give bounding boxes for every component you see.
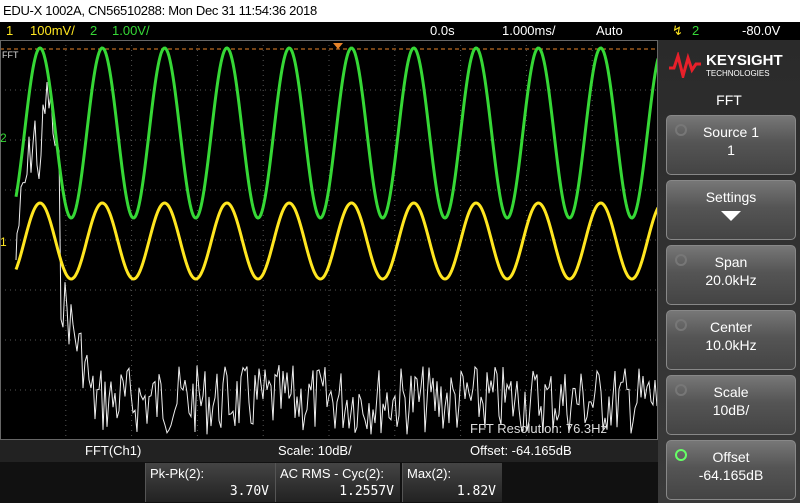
softkey-menu: KEYSIGHT TECHNOLOGIES FFT Source 1 1 Setti…: [658, 40, 800, 503]
measurement-value: 3.70V: [229, 484, 269, 499]
softkey[interactable]: Span 20.0kHz: [666, 245, 796, 305]
softkey[interactable]: Offset -64.165dB: [666, 440, 796, 500]
time-delay: 0.0s: [430, 23, 455, 38]
softkey-label: Source 1: [702, 124, 760, 140]
status-bar: 1 100mV/ 2 1.00V/ 0.0s 1.000ms/ Auto ↯ 2…: [0, 22, 800, 40]
softkey[interactable]: Settings: [666, 180, 796, 240]
softkey-value: 1: [727, 142, 735, 158]
trigger-source: 2: [692, 23, 700, 38]
softkey-value: 20.0kHz: [705, 272, 757, 288]
fft-scale: Scale: 10dB/: [278, 443, 352, 458]
brand-sub: TECHNOLOGIES: [706, 69, 770, 78]
logo-mark: [669, 52, 701, 78]
title-bar: EDU-X 1002A, CN56510288: Mon Dec 31 11:5…: [0, 0, 800, 22]
fft-status-bar: FFT(Ch1) Scale: 10dB/ Offset: -64.165dB: [0, 440, 658, 462]
measurement-label: AC RMS - Cyc(2):: [280, 466, 384, 481]
softkey-icon: [675, 254, 687, 266]
screen-border: [0, 40, 658, 440]
trigger-level: -80.0V: [742, 23, 781, 38]
measurements: Pk-Pk(2): 3.70V AC RMS - Cyc(2): 1.2557V Max…: [0, 462, 658, 503]
menu-title: FFT: [716, 92, 742, 108]
measurement-label: Pk-Pk(2):: [150, 466, 205, 481]
softkey-value: 10dB/: [712, 402, 750, 418]
ch1-waveform: [14, 201, 658, 281]
softkey-icon: [675, 384, 687, 396]
measurement-value: 1.82V: [456, 484, 496, 499]
softkey-icon: [675, 124, 687, 136]
softkey-label: Span: [714, 254, 748, 270]
softkey-icon: [675, 319, 687, 331]
softkey-value: 10.0kHz: [705, 337, 757, 353]
measurement: Pk-Pk(2): 3.70V: [145, 463, 275, 502]
softkey-arrow: [721, 211, 741, 221]
fft-label: FFT: [2, 50, 19, 60]
ch1-label: 1: [6, 23, 14, 38]
trigger-pos: [333, 43, 343, 49]
waveform-display: FFT 2 1 FFT Resolution: 76.3Hz: [0, 40, 658, 440]
measurement-label: Max(2):: [407, 466, 452, 481]
fft-resolution: FFT Resolution: 76.3Hz: [470, 421, 607, 436]
trigger-mode: Auto: [596, 23, 623, 38]
ch1-scale: 100mV/: [30, 23, 75, 38]
softkey-label: Offset: [712, 449, 750, 465]
brand: KEYSIGHT: [706, 52, 783, 69]
softkey-label: Center: [709, 319, 753, 335]
measurement-value: 1.2557V: [339, 484, 394, 499]
ch2-scale: 1.00V/: [112, 23, 150, 38]
softkey-icon: [675, 449, 687, 461]
fft-offset: Offset: -64.165dB: [470, 443, 572, 458]
softkey[interactable]: Center 10.0kHz: [666, 310, 796, 370]
ch2-label: 2: [90, 23, 98, 38]
ch1-marker: 1: [0, 235, 7, 249]
softkey[interactable]: Source 1 1: [666, 115, 796, 175]
softkey-value: -64.165dB: [698, 467, 764, 483]
fft-trace: [15, 82, 658, 435]
ch2-marker: 2: [0, 131, 7, 145]
trigger-icon: ↯: [672, 23, 683, 38]
ch2-waveform: [14, 46, 658, 220]
softkey[interactable]: Scale 10dB/: [666, 375, 796, 435]
measurement: Max(2): 1.82V: [402, 463, 502, 502]
softkey-label: Scale: [713, 384, 749, 400]
softkey-label: Settings: [705, 189, 757, 205]
time-scale: 1.000ms/: [502, 23, 556, 38]
measurement: AC RMS - Cyc(2): 1.2557V: [275, 463, 400, 502]
fft-source: FFT(Ch1): [85, 443, 142, 458]
